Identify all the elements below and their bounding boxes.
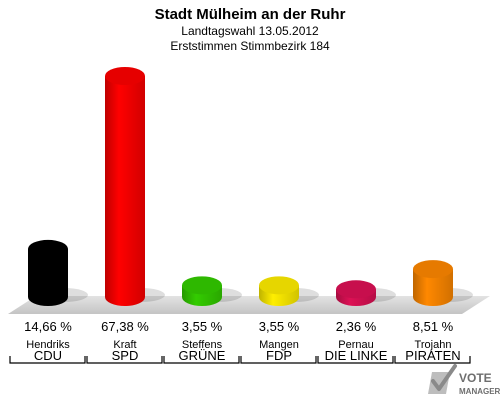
- bar-top-piraten: [413, 260, 453, 279]
- party-label-piraten: PIRATEN: [405, 348, 460, 363]
- party-bracket-piraten: [394, 356, 471, 364]
- candidate-label-piraten: Trojahn: [415, 339, 452, 351]
- chart-subtitle-date: Landtagswahl 13.05.2012: [181, 24, 319, 38]
- candidate-label-spd: Kraft: [113, 339, 136, 351]
- vote-manager-logo: VOTE MANAGER: [428, 364, 500, 396]
- candidate-label-die-linke: Pernau: [338, 339, 373, 351]
- bars-group: [28, 67, 473, 306]
- value-label-cdu: 14,66 %: [24, 319, 72, 334]
- bar-top-spd: [105, 67, 145, 85]
- party-bracket-gr-ne: [163, 356, 240, 364]
- value-label-fdp: 3,55 %: [259, 319, 300, 334]
- bar-top-fdp: [259, 276, 299, 295]
- party-label-gr-ne: GRÜNE: [179, 348, 226, 363]
- chart-subtitle-district: Erststimmen Stimmbezirk 184: [170, 39, 330, 53]
- logo-line-vote: VOTE: [459, 371, 492, 385]
- party-bracket-cdu: [9, 356, 86, 364]
- bar-cdu: [28, 248, 68, 306]
- candidate-label-cdu: Hendriks: [26, 339, 70, 351]
- candidate-label-fdp: Mangen: [259, 339, 299, 351]
- value-label-gr-ne: 3,55 %: [182, 319, 223, 334]
- bar-top-gr-ne: [182, 276, 222, 295]
- candidate-label-gr-ne: Steffens: [182, 339, 223, 351]
- party-label-fdp: FDP: [266, 348, 292, 363]
- bar-top-die-linke: [336, 280, 376, 299]
- party-bracket-spd: [86, 356, 163, 364]
- logo-line-manager: MANAGER: [459, 387, 500, 396]
- value-label-piraten: 8,51 %: [413, 319, 454, 334]
- chart-title: Stadt Mülheim an der Ruhr: [155, 6, 346, 23]
- bar-piraten: [413, 269, 453, 306]
- party-label-die-linke: DIE LINKE: [325, 348, 388, 363]
- value-label-die-linke: 2,36 %: [336, 319, 377, 334]
- party-bracket-fdp: [240, 356, 317, 364]
- bar-spd: [105, 76, 145, 306]
- bar-top-cdu: [28, 239, 68, 258]
- party-bracket-die-linke: [317, 356, 394, 364]
- value-label-spd: 67,38 %: [101, 319, 149, 334]
- ballot-check-icon: [428, 364, 457, 394]
- party-label-spd: SPD: [112, 348, 139, 363]
- party-label-cdu: CDU: [34, 348, 62, 363]
